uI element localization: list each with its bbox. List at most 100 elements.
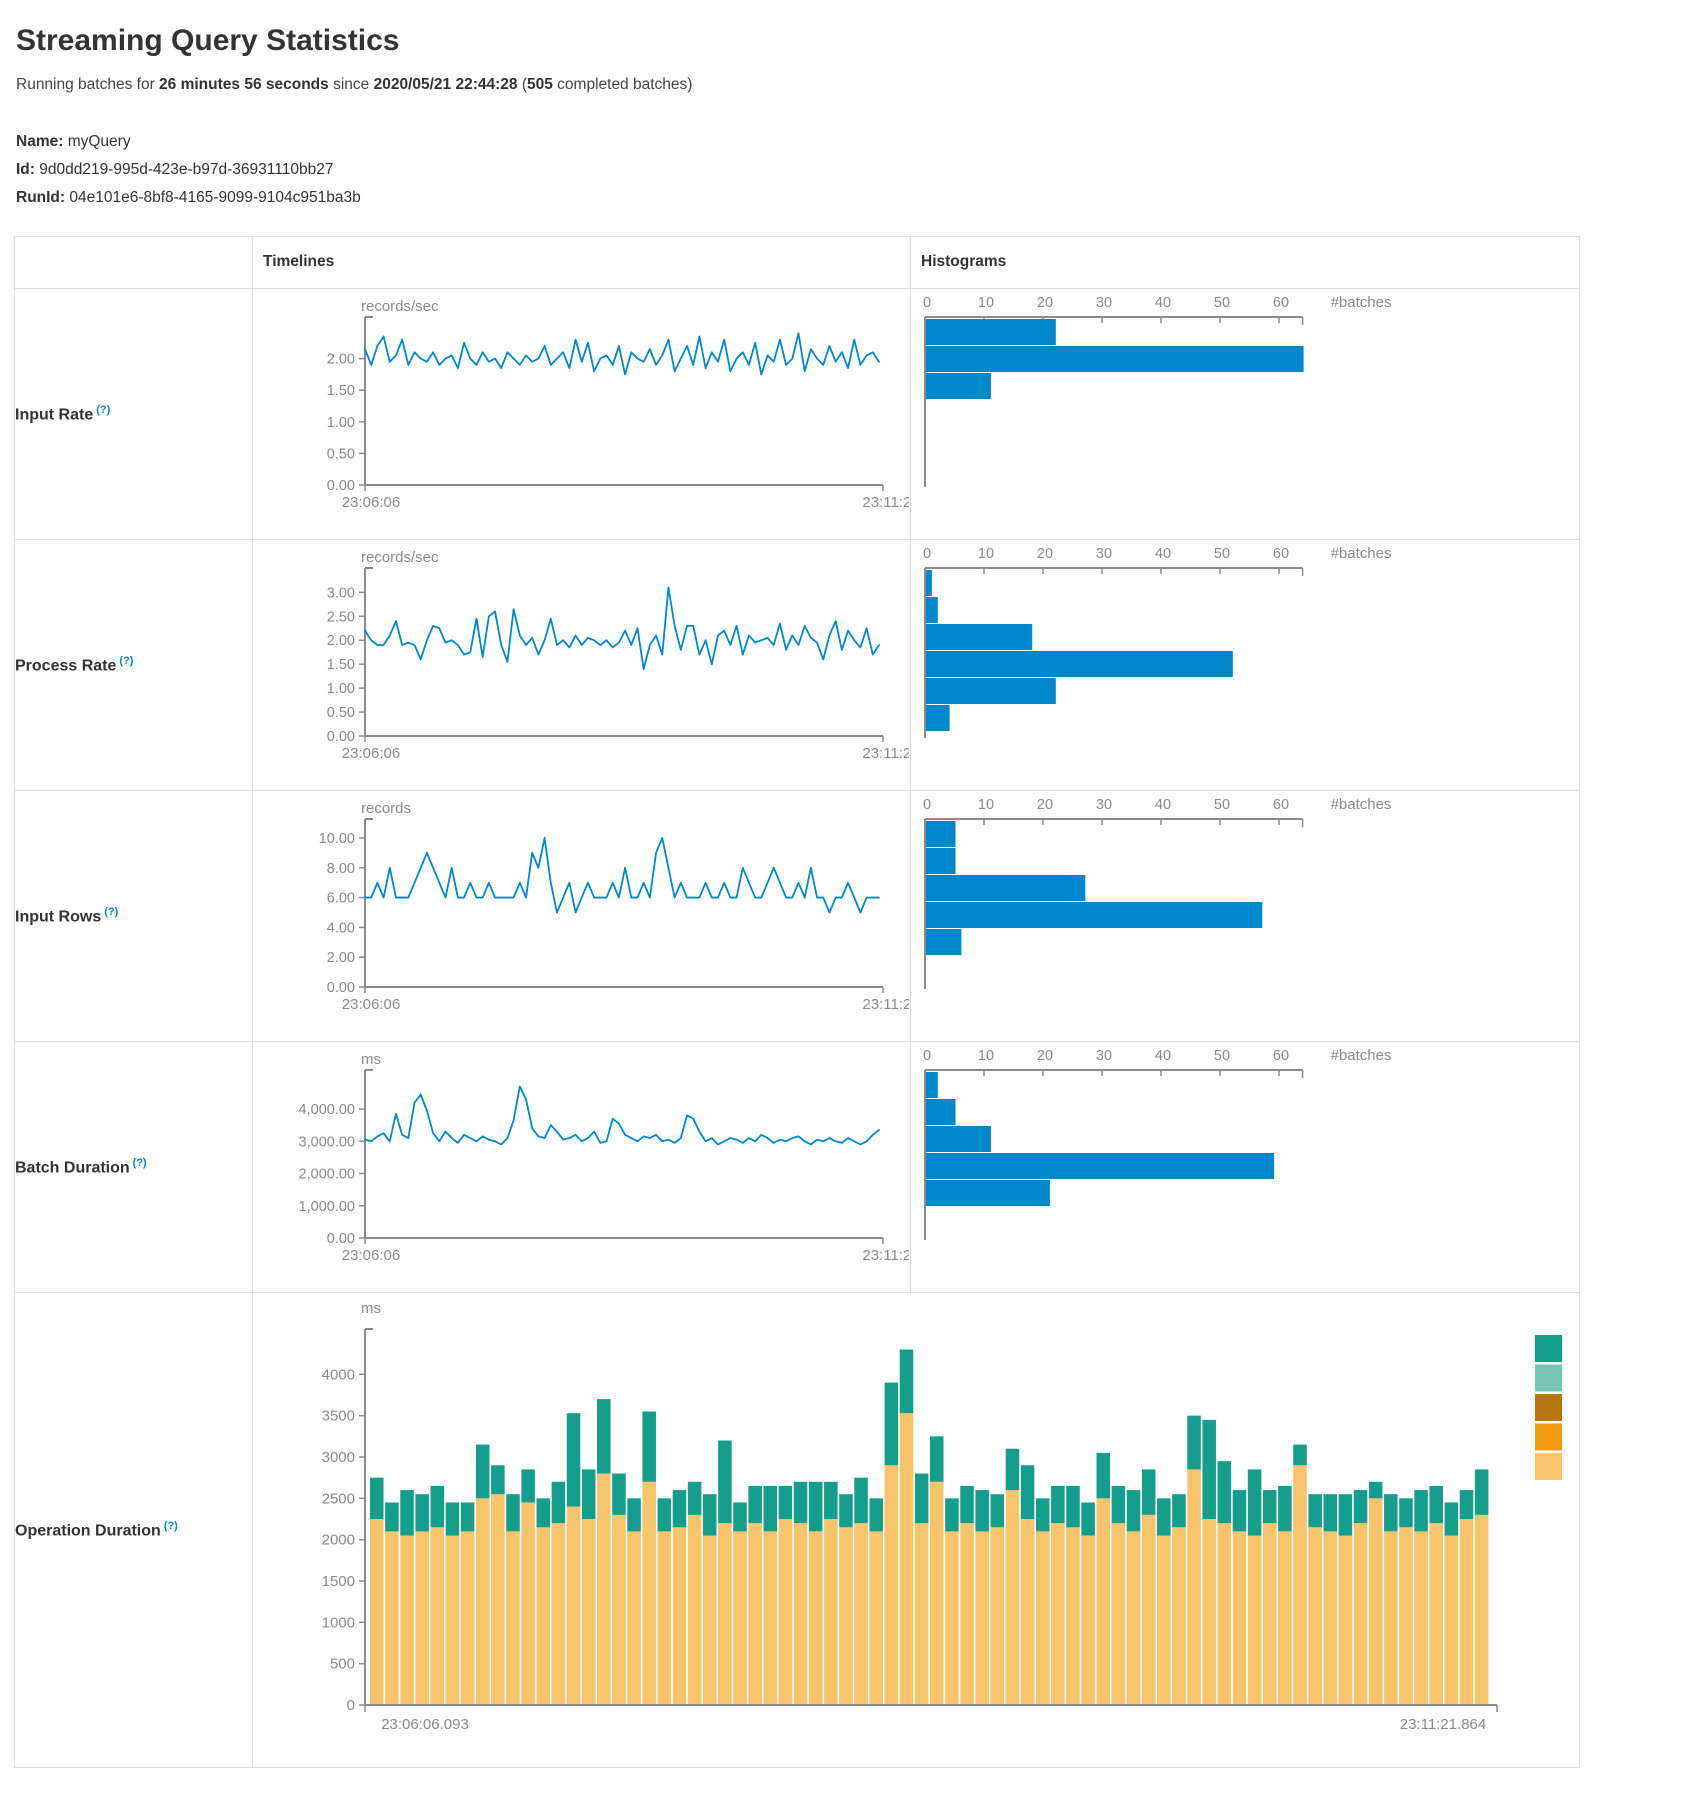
operation-duration-legend-swatch <box>1535 1423 1562 1451</box>
svg-text:0.50: 0.50 <box>327 446 355 462</box>
svg-text:records/sec: records/sec <box>361 549 439 566</box>
svg-text:50: 50 <box>1214 546 1230 562</box>
completed-batches-count: 505 <box>526 76 553 93</box>
svg-text:10: 10 <box>978 797 994 813</box>
metric-label-input-rate: Input Rate <box>15 405 94 423</box>
operation-duration-legend-swatch <box>1535 1334 1562 1362</box>
svg-text:8.00: 8.00 <box>327 860 355 876</box>
table-row-input-rate: Input Rate (?) records/sec 2.00 1.50 1.00 0.5… <box>14 287 1580 540</box>
svg-text:2,000.00: 2,000.00 <box>299 1166 355 1182</box>
svg-text:ms: ms <box>361 1300 381 1317</box>
svg-text:23:11:21: 23:11:21 <box>862 745 909 762</box>
svg-text:50: 50 <box>1214 797 1230 813</box>
svg-text:23:11:21: 23:11:21 <box>862 1247 909 1264</box>
svg-text:60: 60 <box>1273 1048 1289 1064</box>
svg-text:60: 60 <box>1273 546 1289 562</box>
svg-text:4000: 4000 <box>322 1366 355 1383</box>
svg-text:0.00: 0.00 <box>327 1231 355 1247</box>
svg-text:0.50: 0.50 <box>327 705 355 721</box>
svg-text:ms: ms <box>361 1051 381 1068</box>
svg-text:23:06:06: 23:06:06 <box>342 1247 400 1264</box>
table-row-batch-duration: Batch Duration (?) ms 4,000.00 3,000.00 2,00… <box>14 1040 1580 1293</box>
svg-text:1.00: 1.00 <box>327 414 355 430</box>
svg-text:23:11:21: 23:11:21 <box>862 996 909 1013</box>
svg-text:40: 40 <box>1155 295 1171 311</box>
svg-text:1.00: 1.00 <box>327 681 355 697</box>
process-rate-help-icon[interactable]: (?) <box>119 654 134 667</box>
run-duration: 26 minutes 56 seconds <box>159 76 329 93</box>
svg-text:#batches: #batches <box>1331 545 1392 562</box>
input-rows-help-icon[interactable]: (?) <box>104 905 119 918</box>
svg-text:3,000.00: 3,000.00 <box>299 1134 355 1150</box>
svg-text:30: 30 <box>1096 295 1112 311</box>
svg-text:23:06:06: 23:06:06 <box>342 745 400 762</box>
svg-text:3000: 3000 <box>322 1449 355 1466</box>
metric-label-batch-duration: Batch Duration <box>15 1158 130 1176</box>
svg-text:3.00: 3.00 <box>327 585 355 601</box>
input-rows-timeline-chart: records 10.00 8.00 6.00 4.00 2.00 0.0023:06:06… <box>319 800 909 1013</box>
query-name-line: Name: myQuery <box>16 133 131 150</box>
page-title: Streaming Query Statistics <box>16 24 400 57</box>
svg-text:#batches: #batches <box>1331 294 1392 311</box>
svg-text:10.00: 10.00 <box>319 831 355 847</box>
timelines-column-header: Timelines <box>252 235 911 289</box>
svg-text:20: 20 <box>1037 546 1053 562</box>
svg-text:40: 40 <box>1155 1048 1171 1064</box>
process-rate-histogram-chart: 0 10 20 30 40 50 60 #batches <box>923 545 1392 738</box>
svg-text:23:06:06.093: 23:06:06.093 <box>381 1716 469 1733</box>
svg-text:1500: 1500 <box>322 1573 355 1590</box>
svg-text:records/sec: records/sec <box>361 298 439 315</box>
svg-text:0: 0 <box>923 546 931 562</box>
svg-text:0.00: 0.00 <box>327 980 355 996</box>
svg-text:0.00: 0.00 <box>327 478 355 494</box>
batch-duration-timeline-chart: ms4,000.003,000.002,000.001,000.000.0023… <box>299 1051 909 1264</box>
batch-duration-help-icon[interactable]: (?) <box>132 1156 147 1169</box>
svg-text:30: 30 <box>1096 797 1112 813</box>
operation-duration-stacked-chart: ms 4000 3500 3000 2500 2000 1500 1000 500 0 23:06:… <box>322 1300 1562 1733</box>
run-start-time: 2020/05/21 22:44:28 <box>373 76 518 93</box>
batch-duration-histogram-chart: 0 10 20 30 40 50 60 #batches <box>923 1047 1391 1240</box>
table-header-row: Timelines Histograms <box>14 235 1580 289</box>
query-id-line: Id: 9d0dd219-995d-423e-b97d-36931110bb27 <box>16 160 334 178</box>
table-row-input-rows: Input Rows (?) records 10.00 8.00 6.00 4.00 2.… <box>14 789 1580 1042</box>
svg-text:23:11:21: 23:11:21 <box>862 494 909 511</box>
svg-text:1.50: 1.50 <box>327 657 355 673</box>
svg-text:0: 0 <box>923 295 931 311</box>
svg-text:0: 0 <box>347 1697 355 1714</box>
svg-text:2.00: 2.00 <box>327 633 355 649</box>
svg-text:2.00: 2.00 <box>327 351 355 367</box>
svg-text:0: 0 <box>923 1048 931 1064</box>
operation-duration-legend-swatch <box>1535 1364 1562 1392</box>
query-metadata: Name: myQuery Id: 9d0dd219-995d-423e-b97… <box>16 128 1693 212</box>
svg-text:10: 10 <box>978 1048 994 1064</box>
metric-label-process-rate: Process Rate <box>15 656 117 674</box>
header-spacer <box>14 235 253 289</box>
svg-text:40: 40 <box>1155 797 1171 813</box>
operation-duration-help-icon[interactable]: (?) <box>163 1519 178 1532</box>
svg-text:#batches: #batches <box>1331 796 1392 813</box>
svg-text:0.00: 0.00 <box>327 729 355 745</box>
svg-text:60: 60 <box>1273 797 1289 813</box>
svg-text:0: 0 <box>923 797 931 813</box>
svg-text:500: 500 <box>330 1655 355 1672</box>
svg-text:10: 10 <box>978 546 994 562</box>
svg-text:2.50: 2.50 <box>327 609 355 625</box>
svg-text:records: records <box>361 800 411 817</box>
svg-text:50: 50 <box>1214 1048 1230 1064</box>
input-rate-help-icon[interactable]: (?) <box>96 403 111 416</box>
metric-label-operation-duration: Operation Duration <box>15 1521 161 1539</box>
svg-text:20: 20 <box>1037 797 1053 813</box>
operation-duration-legend-swatch <box>1535 1452 1562 1480</box>
svg-text:2000: 2000 <box>322 1531 355 1548</box>
query-runid-line: RunId: 04e101e6-8bf8-4165-9099-9104c951b… <box>16 188 361 206</box>
input-rate-histogram-chart: 0 10 20 30 40 50 60 #batches <box>923 294 1392 487</box>
svg-text:50: 50 <box>1214 295 1230 311</box>
table-row-operation-duration: Operation Duration (?) ms 4000 3500 3000 2500… <box>14 1291 1580 1768</box>
svg-text:23:11:21.864: 23:11:21.864 <box>1400 1716 1486 1733</box>
svg-text:30: 30 <box>1096 546 1112 562</box>
svg-text:4.00: 4.00 <box>327 920 355 936</box>
svg-text:60: 60 <box>1273 295 1289 311</box>
metric-label-input-rows: Input Rows <box>15 907 102 925</box>
